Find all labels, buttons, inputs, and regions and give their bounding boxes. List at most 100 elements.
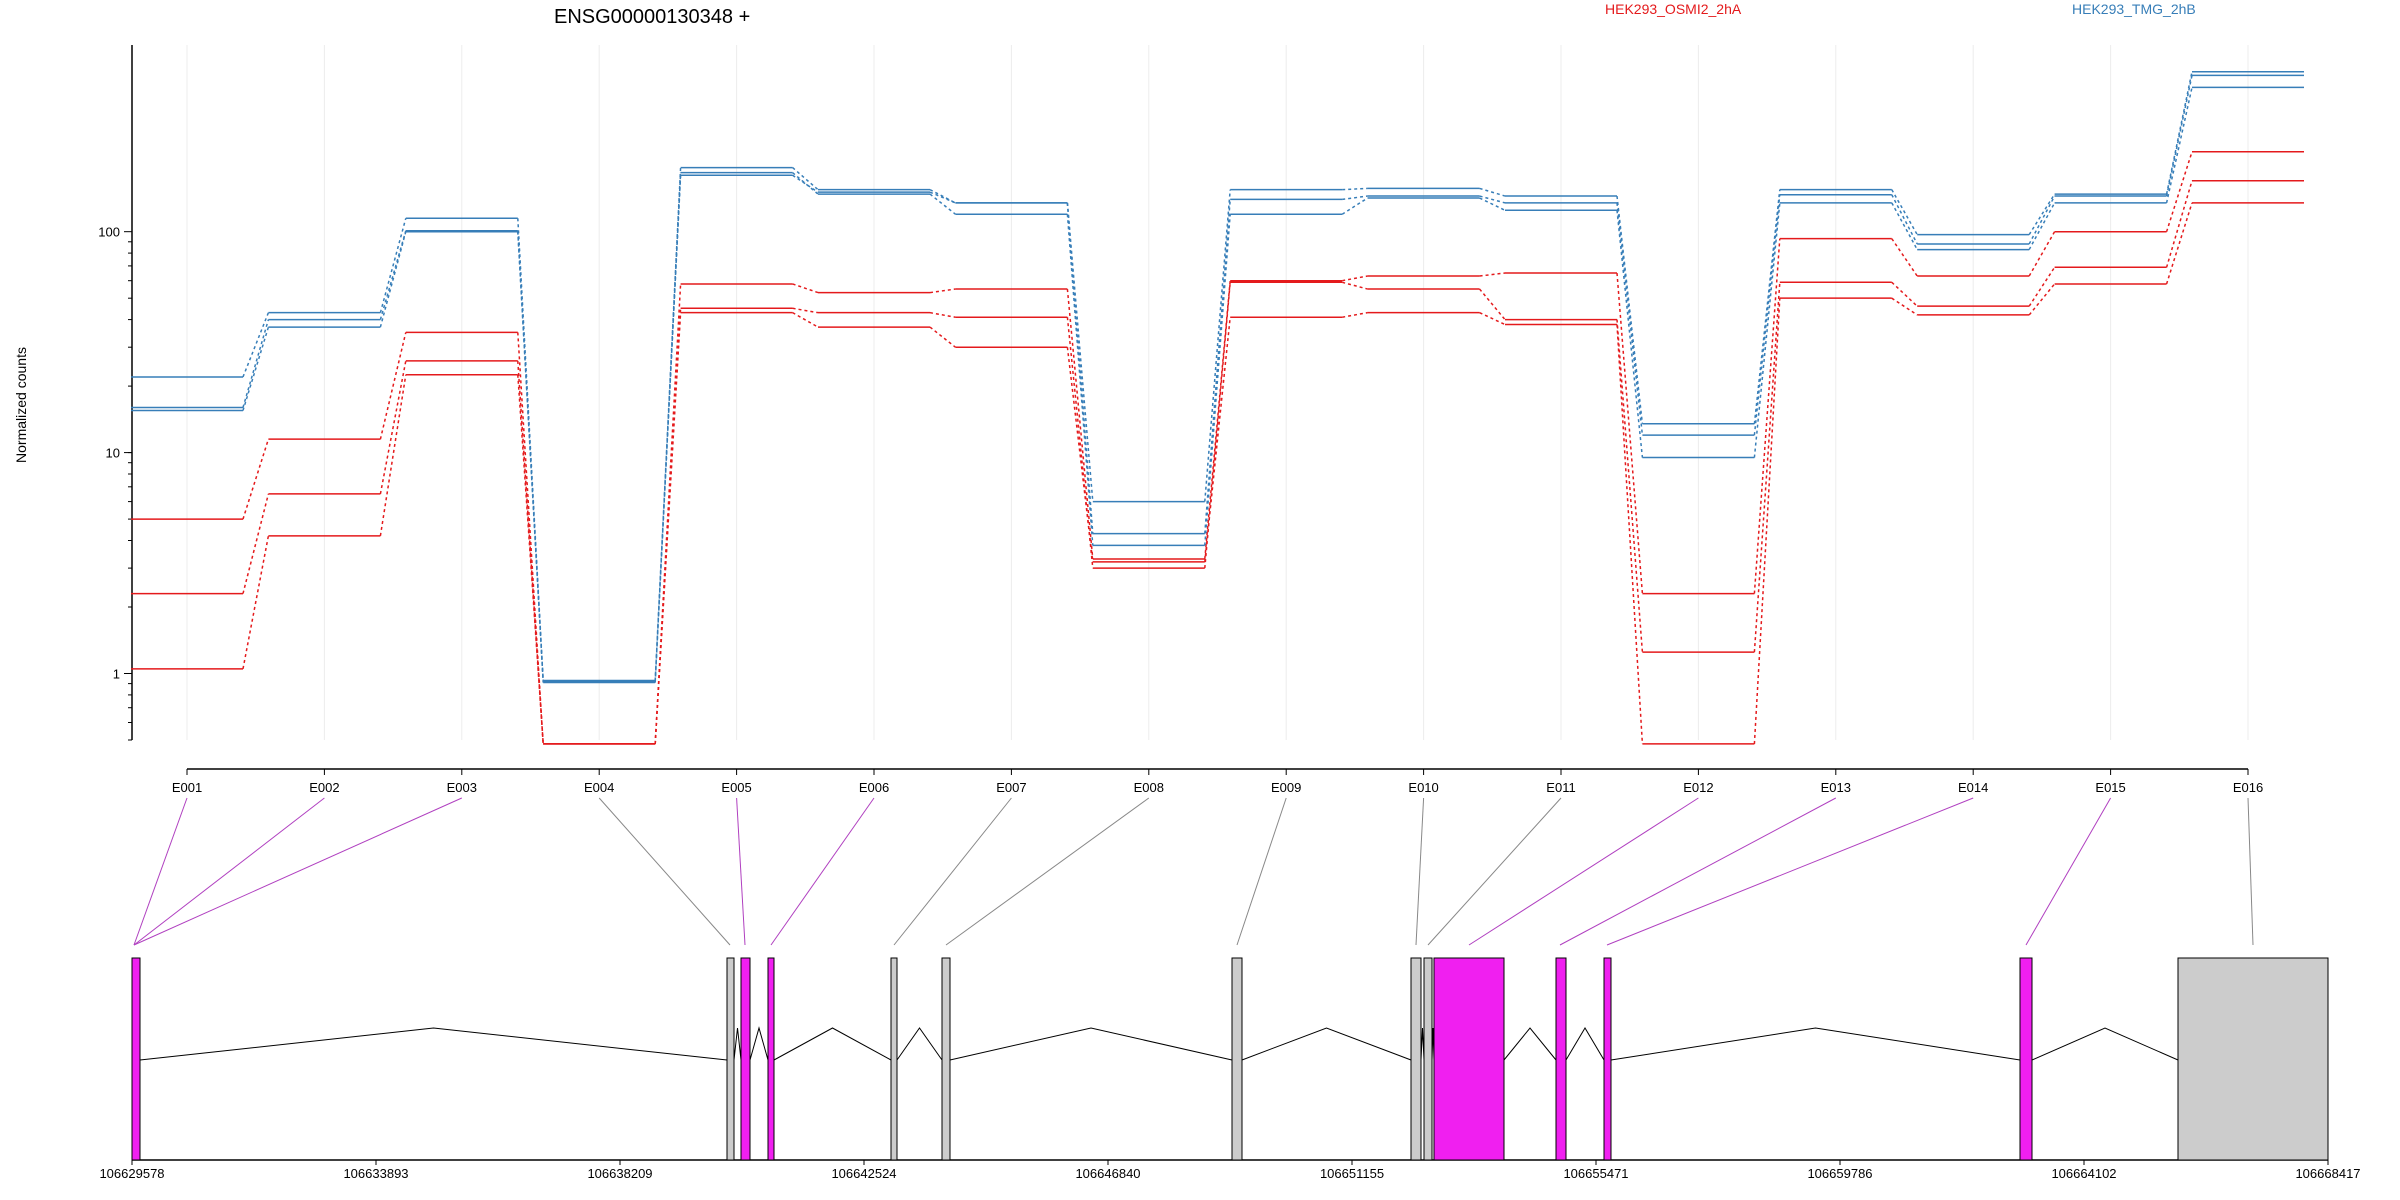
series-connector (1341, 197, 1369, 215)
genomic-tick-label: 106668417 (2295, 1166, 2360, 1181)
series-connector (1342, 311, 1368, 318)
series-connector (1891, 297, 1918, 316)
series-connector (242, 326, 270, 411)
grid-lines (186, 45, 2249, 740)
x-axis: E001 E002 E003 E004 E005 E006 E007 E008 E009 E010… (172, 768, 2263, 795)
genomic-tick-label: 106638209 (587, 1166, 652, 1181)
series-connector (2165, 202, 2193, 285)
exon-connector (1559, 797, 1837, 946)
x-tick-label: E001 (172, 780, 202, 795)
y-tick-label: 1 (113, 667, 120, 682)
y-axis-label: Normalized counts (13, 347, 29, 463)
exon (890, 957, 898, 1161)
series-connector (1066, 214, 1094, 546)
y-tick-label: 100 (98, 225, 120, 240)
exon-connector (1415, 797, 1425, 946)
exon-highlighted (131, 957, 141, 1161)
intron-line (749, 1026, 769, 1061)
series-connector (792, 172, 819, 195)
series-connector (1066, 202, 1094, 534)
exon-connector (893, 797, 1012, 946)
x-tick-label: E004 (584, 780, 614, 795)
x-tick-label: E002 (309, 780, 339, 795)
genomic-tick-label: 106629578 (99, 1166, 164, 1181)
exon-highlighted (1555, 957, 1567, 1161)
series-connector (1616, 195, 1644, 424)
series-connector (1204, 214, 1231, 546)
series-connector (2028, 231, 2056, 277)
series-connector (1891, 194, 1918, 245)
exon-connector (1427, 797, 1562, 946)
chart-title: ENSG00000130348 + (554, 6, 750, 28)
series-connector (1753, 202, 1781, 458)
series-connector (929, 191, 956, 204)
series-HEK293_OSMI2_2hA (131, 202, 2304, 745)
exon-connector (1236, 797, 1287, 946)
x-tick-label: E010 (1408, 780, 1438, 795)
exon (726, 957, 735, 1161)
exon-connector (1606, 797, 1974, 946)
series-connector (242, 438, 270, 520)
series-connector (1479, 187, 1506, 197)
series-connector (792, 307, 819, 314)
exon-connector (2247, 797, 2254, 946)
series-connector (1479, 195, 1506, 204)
intron-line (949, 1027, 1233, 1061)
y-tick-label: 10 (106, 446, 120, 461)
exon-connector (2025, 797, 2112, 946)
series-connector (929, 326, 956, 348)
series-connector (1066, 347, 1094, 562)
x-tick-label: E006 (859, 780, 889, 795)
exon-connector (133, 797, 463, 946)
genomic-tick-label: 106646840 (1075, 1166, 1140, 1181)
intron-line (1565, 1027, 1605, 1061)
x-tick-label: E008 (1134, 780, 1164, 795)
genomic-tick-label: 106633893 (343, 1166, 408, 1181)
series-connector (792, 174, 819, 193)
genomic-tick-label: 106664102 (2051, 1166, 2116, 1181)
exon-highlighted (1433, 957, 1505, 1161)
intron-line (1241, 1027, 1412, 1061)
exon (1231, 957, 1243, 1161)
series-connector (654, 172, 682, 683)
series-HEK293_TMG_2hB (131, 74, 2304, 683)
genomic-tick-label: 106659786 (1807, 1166, 1872, 1181)
intron-line (139, 1027, 728, 1061)
x-tick-label: E016 (2233, 780, 2263, 795)
intron-line (896, 1027, 943, 1061)
x-tick-label: E015 (2095, 780, 2125, 795)
series-connector (242, 535, 270, 669)
genomic-tick-label: 106651155 (1320, 1166, 1384, 1181)
series-connector (1479, 197, 1506, 211)
series-lines (131, 70, 2304, 745)
series-connector (1891, 281, 1918, 307)
exon (1410, 957, 1422, 1161)
exon-connector (1468, 797, 1699, 946)
exon-highlighted (1603, 957, 1612, 1161)
series-connector (1753, 238, 1781, 594)
series-connector (1479, 272, 1506, 277)
series-connector (1616, 324, 1644, 744)
x-tick-label: E003 (447, 780, 477, 795)
series-connector (2028, 195, 2056, 245)
intron-line (1503, 1027, 1557, 1061)
series-connector (1891, 202, 1918, 250)
x-tick-label: E014 (1958, 780, 1988, 795)
series-connector (1479, 288, 1506, 321)
series-connector (379, 374, 407, 536)
series-connector (1342, 275, 1368, 282)
series-connector (792, 167, 819, 191)
series-connector (2028, 193, 2056, 236)
exon (1423, 957, 1433, 1161)
intron-line (1610, 1027, 2021, 1061)
series-HEK293_OSMI2_2hA (131, 180, 2304, 745)
series-connector (1342, 187, 1368, 191)
x-tick-label: E012 (1683, 780, 1713, 795)
series-connector (2165, 75, 2193, 197)
series-connector (242, 312, 270, 378)
exon-highlighted (2019, 957, 2033, 1161)
genomic-tick-label: 106655471 (1563, 1166, 1628, 1181)
exon (2177, 957, 2329, 1161)
exon-connector (736, 797, 746, 946)
exon-connector (133, 797, 325, 946)
